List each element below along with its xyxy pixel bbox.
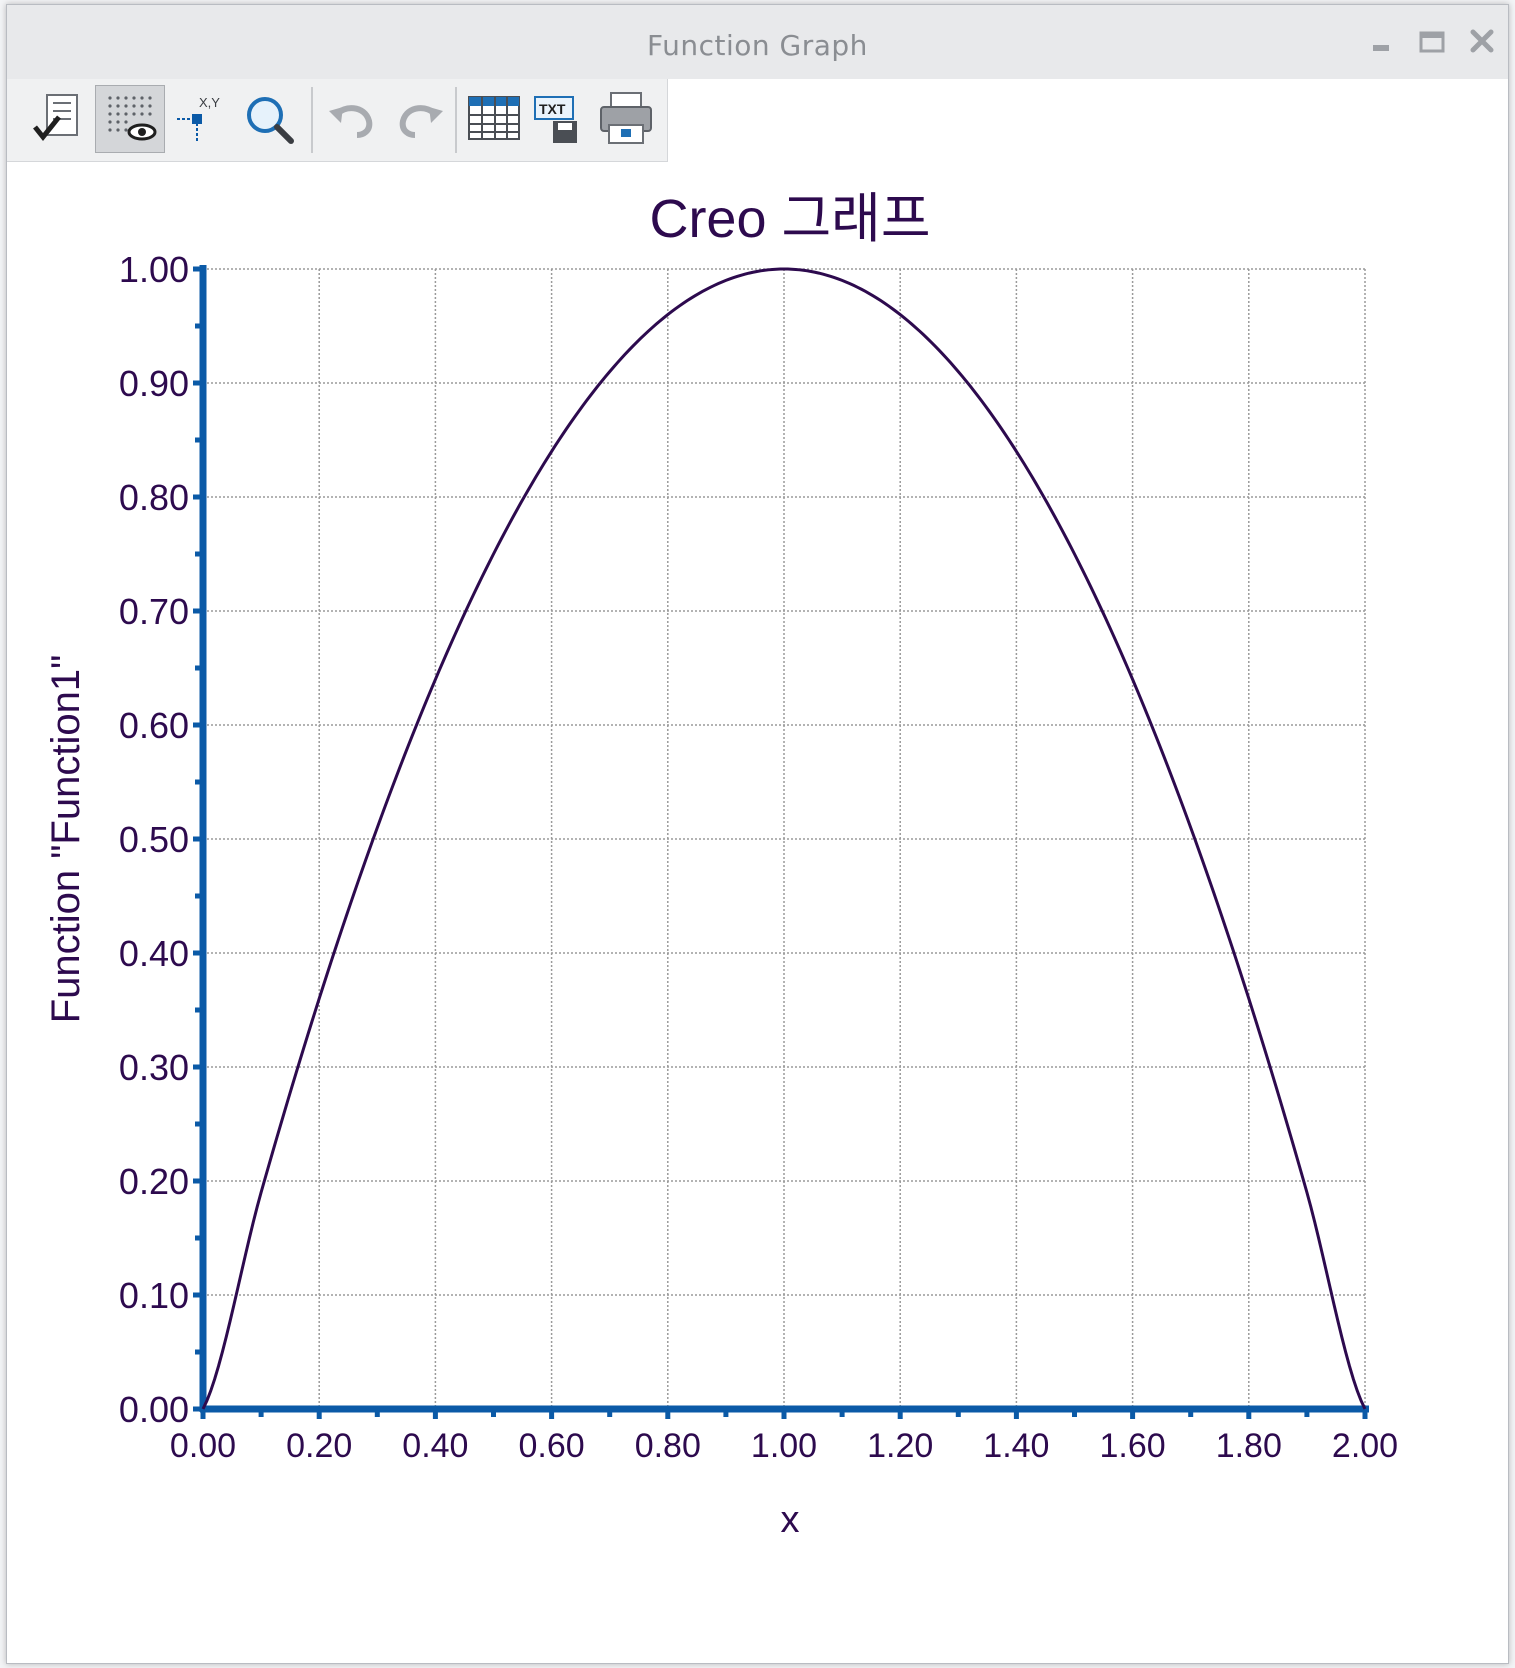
x-tick-label: 1.20 xyxy=(867,1427,933,1465)
y-tick-label: 1.00 xyxy=(119,249,189,290)
minimize-icon xyxy=(1373,45,1389,51)
y-tick-label: 0.10 xyxy=(119,1275,189,1316)
close-button[interactable] xyxy=(1462,25,1502,59)
print-button[interactable] xyxy=(591,85,661,153)
y-tick-label: 0.00 xyxy=(119,1389,189,1430)
x-tick-label: 0.20 xyxy=(286,1427,352,1465)
x-tick-label: 0.60 xyxy=(519,1427,585,1465)
x-axis-label: x xyxy=(781,1499,800,1541)
export-text-button[interactable]: TXT xyxy=(525,85,595,153)
checklist-icon xyxy=(33,94,78,142)
window-title: Function Graph xyxy=(647,29,868,62)
redo-icon xyxy=(399,105,443,138)
plot-area[interactable]: Creo 그래프 x Function "Function1" 0.00 0.20… xyxy=(7,162,1508,1662)
y-tick-label: 0.30 xyxy=(119,1047,189,1088)
table-icon xyxy=(468,96,520,140)
grid-toggle-button[interactable] xyxy=(95,85,165,153)
maximize-button[interactable] xyxy=(1412,25,1452,59)
format-button[interactable] xyxy=(25,85,95,153)
xy-coordinates-icon: X,Y xyxy=(177,95,220,141)
y-tick-label: 0.20 xyxy=(119,1161,189,1202)
x-tick-label: 1.60 xyxy=(1100,1427,1166,1465)
title-bar[interactable]: Function Graph xyxy=(7,5,1508,79)
function-chart[interactable]: Creo 그래프 x Function "Function1" 0.00 0.20… xyxy=(7,162,1508,1662)
toolbar-separator xyxy=(455,87,457,153)
zoom-button[interactable] xyxy=(235,85,305,153)
x-tick-label: 1.80 xyxy=(1216,1427,1282,1465)
axes xyxy=(193,265,1369,1419)
grid xyxy=(203,268,1366,1409)
x-tick-label: 1.40 xyxy=(983,1427,1049,1465)
maximize-icon xyxy=(1419,31,1445,53)
function-curve xyxy=(201,267,1367,1410)
y-tick-label: 0.90 xyxy=(119,363,189,404)
printer-icon xyxy=(600,92,652,144)
redo-button[interactable] xyxy=(385,85,455,153)
function-graph-window: Function Graph xyxy=(6,4,1509,1664)
y-axis-label: Function "Function1" xyxy=(44,655,88,1024)
coordinates-label: X,Y xyxy=(199,95,220,110)
x-tick-label: 0.00 xyxy=(170,1427,236,1465)
magnifier-icon xyxy=(247,97,294,144)
close-icon xyxy=(1470,29,1494,53)
toolbar: X,Y xyxy=(7,79,668,162)
x-tick-label: 2.00 xyxy=(1332,1427,1398,1465)
y-tick-label: 0.60 xyxy=(119,705,189,746)
y-tick-label: 0.70 xyxy=(119,591,189,632)
txt-label: TXT xyxy=(539,101,566,117)
grid-eye-icon xyxy=(108,96,157,141)
x-tick-label: 0.40 xyxy=(402,1427,468,1465)
coordinates-button[interactable]: X,Y xyxy=(165,85,235,153)
x-tick-label: 1.00 xyxy=(751,1427,817,1465)
undo-button[interactable] xyxy=(317,85,387,153)
y-tick-labels: 0.00 0.10 0.20 0.30 0.40 0.50 0.60 0.70 0.80 0.90… xyxy=(119,249,189,1430)
y-tick-label: 0.80 xyxy=(119,477,189,518)
minimize-button[interactable] xyxy=(1362,25,1402,59)
undo-icon xyxy=(329,105,373,138)
toolbar-separator xyxy=(311,87,313,153)
y-tick-label: 0.50 xyxy=(119,819,189,860)
y-tick-label: 0.40 xyxy=(119,933,189,974)
x-tick-labels: 0.00 0.20 0.40 0.60 0.80 1.00 1.20 1.40 1.60 1.80… xyxy=(170,1427,1398,1465)
x-tick-label: 0.80 xyxy=(635,1427,701,1465)
table-view-button[interactable] xyxy=(459,85,529,153)
chart-title: Creo 그래프 xyxy=(649,189,930,249)
txt-save-icon: TXT xyxy=(534,96,577,143)
